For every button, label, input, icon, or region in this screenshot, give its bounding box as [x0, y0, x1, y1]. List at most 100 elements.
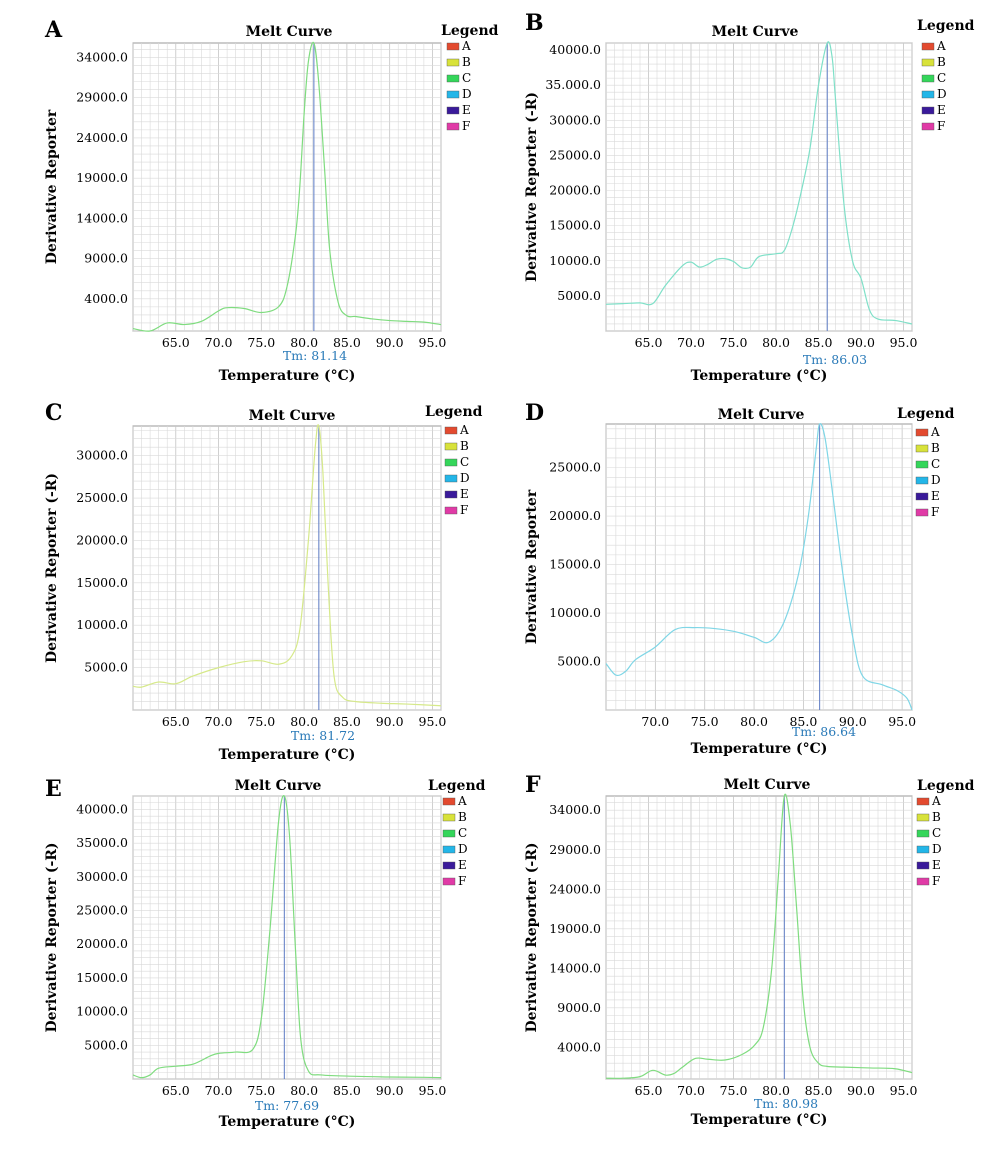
y-tick-label: 10000.0 — [549, 605, 601, 620]
legend-swatch-c — [442, 829, 456, 838]
legend-label-b: B — [931, 441, 940, 455]
legend-swatch-f — [446, 122, 460, 131]
y-tick-label: 25000.0 — [76, 903, 128, 918]
chart-title: Melt Curve — [718, 407, 805, 423]
legend-label-c: C — [458, 826, 467, 840]
legend-title: Legend — [897, 406, 955, 422]
legend-swatch-c — [921, 74, 935, 83]
x-tick-label: 70.0 — [205, 1083, 233, 1098]
legend-label-a: A — [457, 794, 467, 808]
legend-label-a: A — [931, 794, 941, 808]
x-tick-label: 70.0 — [677, 335, 705, 350]
chart-title: Melt Curve — [235, 778, 322, 794]
melt-curve-series — [132, 424, 442, 707]
legend-swatch-e — [921, 106, 935, 115]
x-tick-label: 75.0 — [247, 335, 275, 350]
legend-label-f: F — [931, 505, 939, 519]
x-tick-label: 75.0 — [691, 714, 719, 729]
legend-label-c: C — [937, 71, 946, 85]
melt-curve-series — [132, 794, 442, 1079]
legend-swatch-b — [915, 444, 929, 453]
x-tick-label: 85.0 — [333, 335, 361, 350]
legend-label-f: F — [462, 119, 470, 133]
legend-label-d: D — [460, 471, 470, 485]
legend-label-b: B — [937, 55, 946, 69]
y-axis-label: Derivative Reporter (-R) — [44, 842, 60, 1032]
tm-label: Tm: 81.72 — [291, 728, 355, 743]
x-tick-label: 70.0 — [677, 1083, 705, 1098]
legend-label-e: E — [937, 103, 946, 117]
x-tick-label: 90.0 — [376, 335, 404, 350]
legend-swatch-a — [916, 797, 930, 806]
legend-swatch-f — [916, 877, 930, 886]
legend-title: Legend — [917, 18, 975, 34]
y-tick-label: 5000.0 — [557, 654, 601, 669]
y-tick-label: 25000.0 — [549, 147, 601, 162]
x-tick-label: 70.0 — [205, 714, 233, 729]
y-axis-label: Derivative Reporter (-R) — [524, 92, 540, 282]
y-tick-label: 35000.0 — [76, 835, 128, 850]
legend-swatch-b — [916, 813, 930, 822]
tm-label: Tm: 77.69 — [255, 1098, 319, 1113]
x-tick-label: 95.0 — [419, 714, 447, 729]
grid — [132, 43, 442, 332]
x-tick-label: 95.0 — [890, 1083, 918, 1098]
x-tick-label: 85.0 — [789, 714, 817, 729]
legend-label-b: B — [458, 810, 467, 824]
legend-swatch-c — [916, 829, 930, 838]
y-tick-label: 19000.0 — [549, 921, 601, 936]
x-tick-label: 65.0 — [635, 335, 663, 350]
y-tick-label: 30000.0 — [76, 869, 128, 884]
x-tick-label: 80.0 — [762, 335, 790, 350]
x-axis-label: Temperature (°C) — [691, 741, 828, 757]
y-tick-label: 15000.0 — [76, 575, 128, 590]
legend-label-d: D — [932, 842, 942, 856]
legend-swatch-a — [442, 797, 456, 806]
grid — [605, 424, 913, 711]
legend-swatch-d — [442, 845, 456, 854]
panel-c: C Melt Curve 65.0 70.0 75.0 80.0 85.0 90.0 95.0 5… — [44, 400, 483, 763]
y-tick-label: 14000.0 — [76, 210, 128, 225]
y-tick-label: 40000.0 — [76, 801, 128, 816]
legend-label-b: B — [932, 810, 941, 824]
legend-label-f: F — [458, 874, 466, 888]
panel-letter: B — [525, 10, 544, 36]
legend-swatch-d — [915, 476, 929, 485]
x-tick-label: 90.0 — [847, 335, 875, 350]
y-tick-label: 9000.0 — [84, 251, 128, 266]
legend-label-f: F — [460, 503, 468, 517]
x-tick-label: 90.0 — [376, 714, 404, 729]
panel-letter: C — [45, 400, 63, 426]
x-tick-label: 90.0 — [376, 1083, 404, 1098]
y-axis-label: Derivative Reporter (-R) — [524, 842, 540, 1032]
legend-swatch-e — [916, 861, 930, 870]
y-tick-label: 20000.0 — [549, 508, 601, 523]
x-tick-label: 80.0 — [290, 335, 318, 350]
legend-swatch-e — [446, 106, 460, 115]
tm-label: Tm: 81.14 — [283, 348, 347, 363]
x-tick-label: 80.0 — [740, 714, 768, 729]
y-tick-label: 4000.0 — [557, 1039, 601, 1054]
grid — [132, 795, 442, 1080]
chart-title: Melt Curve — [712, 24, 799, 40]
x-tick-label: 95.0 — [890, 335, 918, 350]
legend-label-d: D — [931, 473, 941, 487]
chart-title: Melt Curve — [249, 408, 336, 424]
tm-label: Tm: 86.03 — [803, 352, 867, 367]
legend-label-a: A — [461, 39, 471, 53]
legend-label-a: A — [930, 425, 940, 439]
legend-swatch-d — [916, 845, 930, 854]
legend-label-c: C — [462, 71, 471, 85]
y-tick-label: 9000.0 — [557, 1000, 601, 1015]
y-tick-label: 5000.0 — [557, 288, 601, 303]
grid — [605, 796, 913, 1080]
x-tick-label: 65.0 — [162, 335, 190, 350]
legend-swatch-b — [446, 58, 460, 67]
legend-title: Legend — [428, 778, 486, 794]
legend-swatch-d — [446, 90, 460, 99]
grid — [605, 42, 913, 332]
x-tick-label: 75.0 — [247, 1083, 275, 1098]
